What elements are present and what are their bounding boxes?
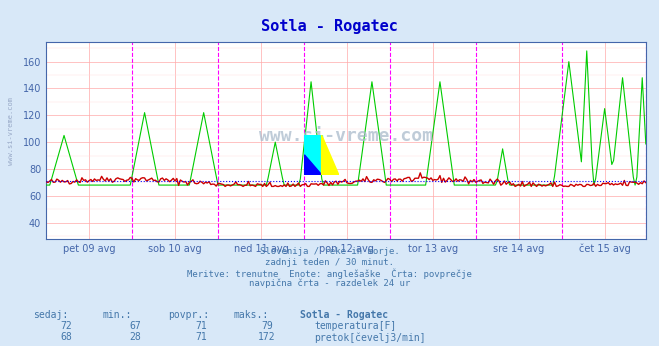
Polygon shape — [304, 135, 322, 175]
Text: Sotla - Rogatec: Sotla - Rogatec — [261, 19, 398, 34]
Text: povpr.:: povpr.: — [168, 310, 209, 320]
Text: 72: 72 — [60, 321, 72, 331]
Text: 172: 172 — [258, 332, 275, 342]
Text: 79: 79 — [261, 321, 273, 331]
Text: 71: 71 — [195, 321, 207, 331]
Text: navpična črta - razdelek 24 ur: navpična črta - razdelek 24 ur — [249, 279, 410, 288]
Text: Sotla - Rogatec: Sotla - Rogatec — [300, 310, 388, 320]
Text: 28: 28 — [129, 332, 141, 342]
Text: 67: 67 — [129, 321, 141, 331]
Text: Slovenija / reke in morje.: Slovenija / reke in morje. — [260, 247, 399, 256]
Text: Meritve: trenutne  Enote: anglešaške  Črta: povprečje: Meritve: trenutne Enote: anglešaške Črta… — [187, 268, 472, 279]
Text: maks.:: maks.: — [234, 310, 269, 320]
Text: temperatura[F]: temperatura[F] — [314, 321, 397, 331]
Polygon shape — [322, 135, 339, 175]
Text: zadnji teden / 30 minut.: zadnji teden / 30 minut. — [265, 258, 394, 267]
Text: pretok[čevelj3/min]: pretok[čevelj3/min] — [314, 332, 426, 343]
Text: www.si-vreme.com: www.si-vreme.com — [8, 98, 14, 165]
Text: 71: 71 — [195, 332, 207, 342]
Text: sedaj:: sedaj: — [33, 310, 68, 320]
Text: www.si-vreme.com: www.si-vreme.com — [259, 127, 433, 145]
Text: min.:: min.: — [102, 310, 132, 320]
Text: 68: 68 — [60, 332, 72, 342]
Polygon shape — [304, 155, 322, 175]
